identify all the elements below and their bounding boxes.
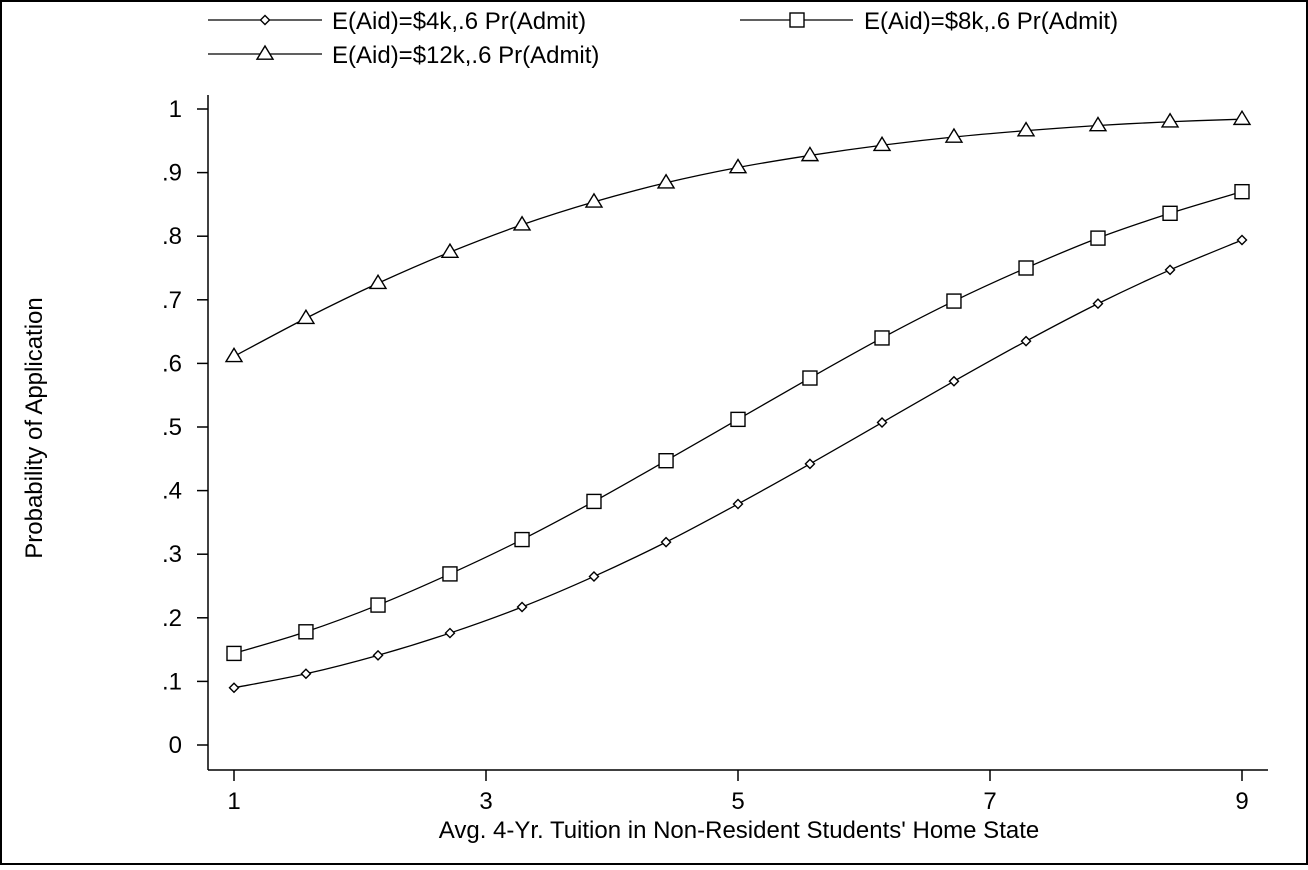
legend-entry-series-1: E(Aid)=$4k,.6 Pr(Admit): [208, 8, 586, 35]
y-axis-title: Probability of Application: [21, 297, 48, 559]
data-point-series-1: [876, 417, 888, 429]
axis-ticks: 0 .1 .2 .3 .4 .5 .6 .7 .8 .9 1 1 3 5 7 9: [162, 96, 1249, 815]
x-axis-title: Avg. 4-Yr. Tuition in Non-Resident Stude…: [439, 817, 1039, 844]
y-tick-label: .2: [162, 605, 182, 632]
data-point-series-2: [586, 493, 602, 510]
data-point-series-3: [1088, 116, 1108, 132]
data-point-series-2: [730, 411, 746, 428]
legend-marker-series-2: [789, 12, 805, 28]
data-point-series-2: [802, 370, 818, 386]
data-point-series-1: [444, 627, 456, 639]
series-2: [226, 183, 1250, 662]
legend-label-series-2: E(Aid)=$8k,.6 Pr(Admit): [864, 8, 1118, 35]
y-tick-label: .7: [162, 287, 182, 314]
data-point-series-1: [300, 668, 312, 680]
data-point-series-1: [588, 570, 600, 582]
data-point-series-3: [512, 215, 532, 231]
data-point-series-3: [1160, 112, 1180, 128]
data-point-series-1: [1164, 264, 1176, 276]
data-point-series-1: [1092, 298, 1104, 310]
legend-marker-series-3: [255, 44, 275, 60]
data-point-series-3: [872, 135, 892, 152]
data-point-series-3: [368, 273, 388, 290]
legend-marker-shape-2: [789, 12, 805, 28]
series-3: [224, 109, 1252, 363]
x-tick-label: 9: [1235, 788, 1248, 815]
data-point-series-1: [660, 536, 672, 548]
y-tick-label: 0: [169, 732, 182, 759]
data-point-series-2: [514, 531, 530, 548]
data-point-series-2: [370, 597, 386, 613]
y-tick-label: 1: [169, 96, 182, 123]
data-point-series-2: [442, 566, 458, 582]
data-point-series-2: [1018, 260, 1034, 276]
data-point-series-1: [228, 682, 240, 694]
y-tick-label: .5: [162, 414, 182, 441]
series-1: [228, 234, 1248, 694]
x-tick-label: 3: [479, 788, 492, 815]
legend: E(Aid)=$4k,.6 Pr(Admit) E(Aid)=$8k,.6 Pr…: [208, 8, 1118, 69]
data-point-series-2: [874, 330, 890, 346]
data-point-series-1: [804, 458, 816, 470]
y-tick-label: .3: [162, 541, 182, 568]
data-point-series-1: [516, 601, 528, 613]
data-point-series-2: [946, 293, 962, 309]
data-point-series-2: [1162, 205, 1178, 222]
y-tick-label: .8: [162, 223, 182, 250]
legend-marker-shape-1: [259, 14, 271, 26]
x-tick-label: 5: [731, 788, 744, 815]
y-tick-label: .1: [162, 668, 182, 695]
data-point-series-3: [800, 146, 820, 162]
data-point-series-3: [944, 127, 964, 143]
legend-marker-shape-3: [255, 44, 275, 60]
data-point-series-2: [226, 645, 242, 662]
data-point-series-1: [948, 375, 960, 387]
data-point-series-3: [440, 242, 460, 258]
series-layer: [224, 109, 1252, 694]
data-point-series-3: [584, 192, 604, 208]
legend-entry-series-3: E(Aid)=$12k,.6 Pr(Admit): [208, 42, 599, 69]
data-point-series-1: [372, 649, 384, 661]
y-tick-label: .9: [162, 160, 182, 187]
legend-entry-series-2: E(Aid)=$8k,.6 Pr(Admit): [740, 8, 1118, 35]
data-point-series-2: [1234, 183, 1250, 200]
data-point-series-2: [1090, 230, 1106, 246]
data-point-series-3: [1232, 109, 1252, 126]
data-point-series-2: [658, 453, 674, 469]
data-point-series-3: [656, 173, 676, 189]
x-tick-label: 7: [983, 788, 996, 815]
data-point-series-3: [1016, 121, 1036, 137]
legend-marker-series-1: [259, 14, 271, 26]
data-point-series-3: [728, 158, 748, 174]
data-point-series-1: [1236, 234, 1248, 246]
y-tick-label: .4: [162, 478, 182, 505]
series-line-1: [233, 239, 1243, 689]
data-point-series-1: [732, 498, 744, 510]
data-point-series-1: [1020, 335, 1032, 347]
legend-label-series-1: E(Aid)=$4k,.6 Pr(Admit): [332, 8, 586, 35]
data-point-series-2: [298, 624, 314, 640]
y-tick-label: .6: [162, 350, 182, 377]
data-point-series-3: [224, 347, 244, 363]
data-point-series-3: [296, 308, 316, 325]
legend-label-series-3: E(Aid)=$12k,.6 Pr(Admit): [332, 42, 599, 69]
x-tick-label: 1: [227, 788, 240, 815]
